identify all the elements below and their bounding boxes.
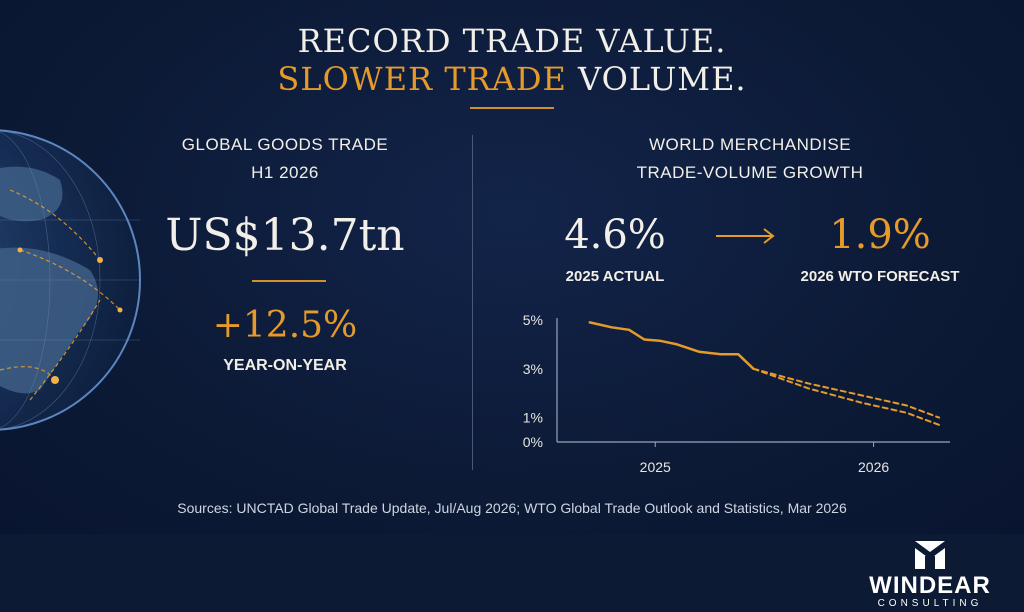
globe-illustration (0, 129, 141, 431)
footer-band (0, 534, 1024, 612)
logo-mark-icon (915, 541, 945, 569)
sources-note: Sources: UNCTAD Global Trade Update, Jul… (177, 500, 847, 516)
x-tick-label: 2025 (640, 459, 671, 475)
value-underline (252, 280, 326, 282)
change-label: YEAR-ON-YEAR (223, 357, 347, 374)
left-heading-line-2: H1 2026 (251, 163, 319, 182)
headline-rest: VOLUME. (566, 60, 747, 98)
headline-line-1: RECORD TRADE VALUE. (297, 22, 727, 60)
title-underline (470, 107, 554, 109)
change-value: +12.5% (212, 305, 358, 346)
x-tick-label: 2026 (858, 459, 889, 475)
actual-growth-label: 2025 ACTUAL (565, 268, 665, 285)
forecast-line-2 (752, 367, 941, 426)
forecast-line-1 (752, 367, 941, 419)
panel-divider (472, 135, 473, 470)
y-tick-label: 5% (523, 312, 543, 328)
headline-line-2: SLOWER TRADE VOLUME. (0, 60, 1024, 98)
forecast-growth-value: 1.9% (829, 212, 931, 258)
logo-subtitle: CONSULTING (877, 598, 983, 609)
forecast-growth-label: 2026 WTO FORECAST (800, 268, 960, 285)
right-heading-line-2: TRADE-VOLUME GROWTH (636, 163, 864, 182)
trade-volume-chart: 5% 3% 1% 0% 2025 2026 (523, 312, 950, 475)
windear-logo: WINDEAR CONSULTING (845, 538, 1015, 610)
arrow-right-icon (716, 228, 775, 244)
right-heading-line-1: WORLD MERCHANDISE (648, 135, 852, 154)
trade-value: US$13.7tn (165, 210, 405, 261)
logo-name: WINDEAR (869, 572, 991, 599)
y-tick-label: 3% (523, 361, 543, 377)
actual-growth-value: 4.6% (564, 212, 666, 258)
y-tick-label: 0% (523, 434, 543, 450)
headline-highlight: SLOWER TRADE (277, 60, 567, 98)
infographic-card: RECORD TRADE VALUE. SLOWER TRADE VOLUME.… (0, 0, 1024, 534)
actual-line (588, 321, 755, 371)
left-heading-line-1: GLOBAL GOODS TRADE (181, 135, 389, 154)
y-tick-label: 1% (523, 410, 543, 426)
